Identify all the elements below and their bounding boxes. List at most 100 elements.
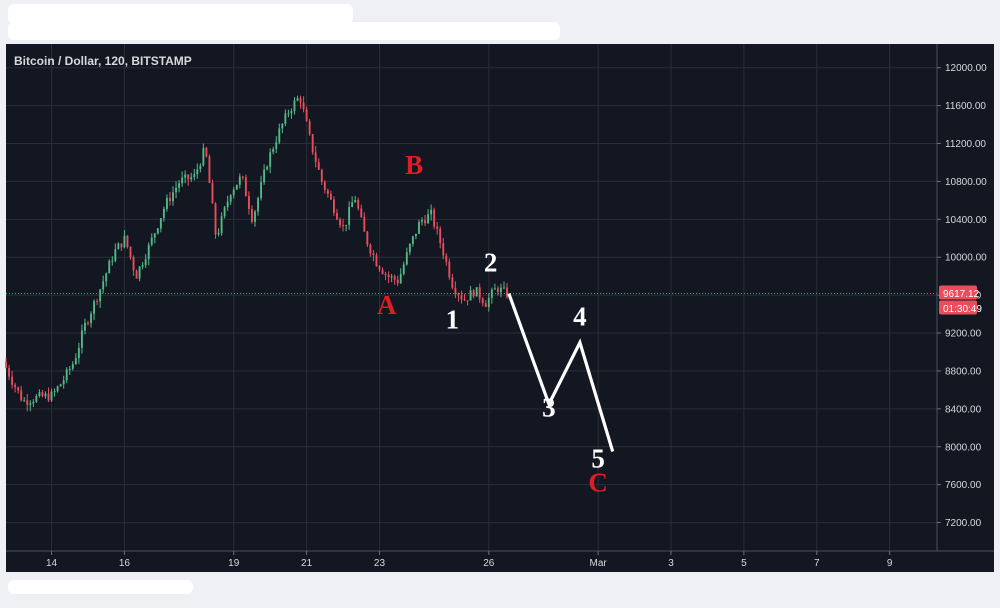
candle [472,289,475,299]
y-tick-label: 11600.00 [945,101,986,112]
time-axis[interactable]: 14 16 19 21 23 26 Mar 3 5 7 9 [46,551,893,569]
candle-body [333,199,335,213]
candle [99,288,102,308]
candle [244,174,247,197]
candle-body [269,152,272,167]
candle-body [354,199,357,203]
candle-body [463,299,466,301]
candle-body [457,293,460,296]
candle-body [390,276,393,278]
candle [500,283,502,298]
x-tick-label: 23 [374,558,386,569]
candle-body [169,197,171,202]
candle [363,212,366,232]
candle [5,357,7,369]
y-tick-label: 9200.00 [945,329,982,340]
candle [269,148,272,174]
candle [41,389,44,398]
candle [408,243,411,256]
candle-body [47,393,50,401]
candle-body [481,298,484,304]
candle-body [172,192,174,202]
wave-label-3: 3 [542,392,556,422]
candle-body [26,400,29,405]
candle-body [275,142,278,149]
candle [8,364,10,381]
candle [351,196,354,208]
candle-body [244,177,247,197]
candle-body [187,174,190,180]
candle [77,342,80,364]
candle-body [178,183,181,188]
candle-body [308,121,311,135]
candle [199,163,202,173]
y-tick-label: 10400.00 [945,215,987,226]
candle-body [348,207,351,225]
wave-label-1: 1 [446,304,460,334]
candle [360,204,363,218]
candle [439,226,442,249]
candle [329,190,332,201]
candle [466,300,469,306]
candle-body [293,100,296,112]
candle [251,205,253,224]
candle-body [102,281,105,290]
candle [384,271,387,281]
candle [317,158,320,171]
candle-body [402,264,405,274]
candle [132,255,135,276]
candle [108,259,111,274]
redacted-bar-top-left [8,4,353,24]
candle-body [68,368,71,370]
candle-body [421,220,423,222]
candle [293,97,296,115]
redacted-bar-top-right [8,22,560,40]
x-tick-label: 26 [483,558,495,569]
candle-body [478,287,481,299]
candle [345,224,348,232]
candle [114,243,117,263]
candle [266,165,269,171]
candle-body [314,152,317,162]
candle-body [20,390,23,401]
candle-body [5,361,7,368]
candle-body [220,216,223,234]
candle-body [278,128,281,143]
candle [405,247,408,266]
candle-body [500,287,502,293]
candle [287,109,290,118]
candle-body [193,174,196,178]
candle [320,168,323,186]
candle-body [181,177,184,184]
current-price-badge-bg [939,285,977,300]
candle-body [232,189,235,196]
candle [430,204,433,221]
candle [238,173,241,189]
projected-wave-path [507,292,615,452]
x-tick-label: 19 [228,558,240,569]
candle-body [317,161,320,170]
candle-body [247,196,250,209]
candle-body [32,401,35,404]
candle [65,367,68,384]
candle-body [469,290,472,301]
price-axis[interactable]: 7200.00 7600.00 8000.00 8400.00 8800.00 9200.… [937,63,987,529]
candle-body [266,166,269,170]
candle [147,242,150,266]
x-tick-label: 5 [741,558,747,569]
candle-body [23,400,26,402]
candle-body [62,380,65,385]
candle-body [363,217,366,232]
candle [448,258,451,280]
candle-body [305,109,308,122]
candle-body [493,288,496,290]
candle-body [487,297,490,307]
candle [53,388,56,397]
candle-body [472,290,475,297]
x-tick-label: 21 [301,558,313,569]
candle [47,387,50,403]
candle [80,324,83,354]
candle-body [99,289,102,302]
candle [460,290,463,304]
